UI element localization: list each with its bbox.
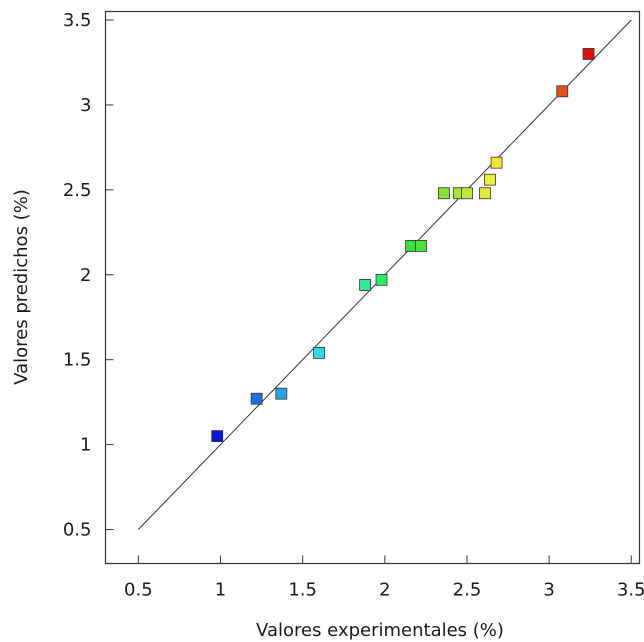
data-point: [313, 346, 326, 359]
axis-ticks: 0.5 1 1.5 2 2.5 3 3.5 0.5 1 1.5 2 2.5 3 3.5: [63, 10, 644, 601]
y-tick-label: 3: [80, 95, 91, 116]
x-tick-label: 1.5: [288, 580, 317, 601]
y-tick-label: 0.5: [63, 520, 92, 541]
data-point: [275, 387, 288, 400]
y-tick-label: 2.5: [63, 180, 92, 201]
x-tick-label: 2.5: [453, 580, 482, 601]
data-point: [479, 187, 491, 200]
x-tick-label: 0.5: [124, 580, 153, 601]
data-point: [461, 187, 473, 200]
x-axis-label: Valores experimentales (%): [256, 620, 504, 641]
x-tick-label: 3: [543, 580, 554, 601]
x-tick-label: 2: [379, 580, 390, 601]
data-point: [375, 273, 388, 286]
data-point: [490, 156, 503, 169]
y-tick-label: 3.5: [63, 10, 92, 31]
data-points: [211, 48, 595, 443]
data-point: [415, 239, 427, 252]
y-tick-label: 2: [80, 265, 91, 286]
data-point: [556, 85, 569, 98]
x-tick-label: 3.5: [617, 580, 644, 601]
x-tick-label: 1: [215, 580, 226, 601]
plot-frame: [104, 10, 641, 565]
data-point: [484, 173, 496, 186]
data-point: [250, 392, 263, 405]
data-point: [438, 187, 450, 200]
data-point: [405, 239, 418, 252]
data-point: [582, 48, 595, 60]
y-tick-label: 1.5: [63, 350, 92, 371]
y-tick-label: 1: [80, 435, 91, 456]
data-point: [359, 279, 372, 291]
y-axis-label: Valores predichos (%): [11, 189, 32, 385]
data-point: [211, 430, 224, 443]
